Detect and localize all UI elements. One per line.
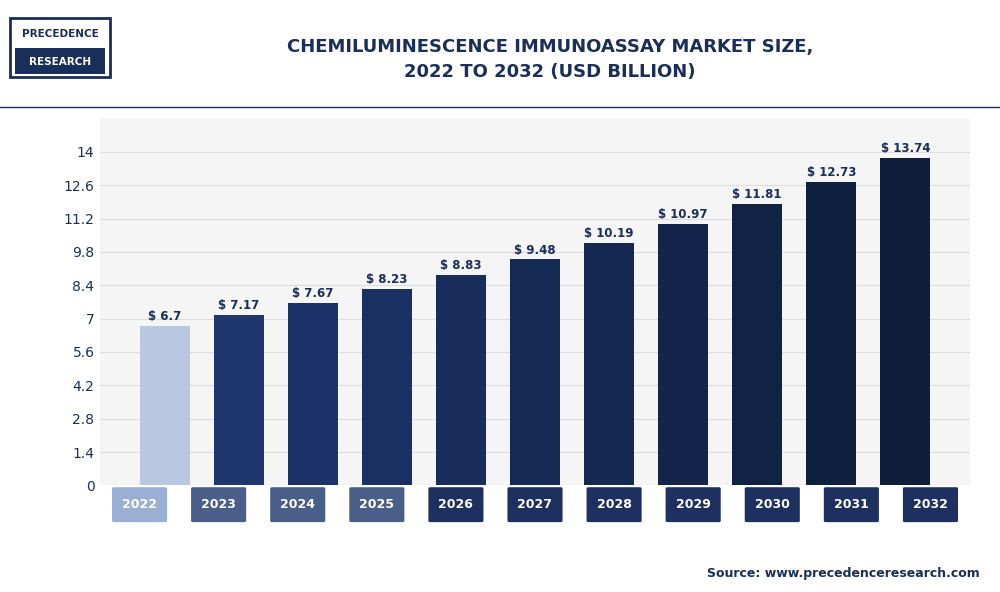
Text: $ 12.73: $ 12.73 bbox=[807, 166, 856, 179]
Bar bbox=[732, 204, 782, 485]
Text: 2024: 2024 bbox=[280, 498, 315, 511]
Text: $ 9.48: $ 9.48 bbox=[514, 244, 556, 257]
Bar bbox=[140, 326, 190, 485]
Text: 2022: 2022 bbox=[122, 498, 157, 511]
Bar bbox=[658, 224, 708, 485]
Text: PRECEDENCE: PRECEDENCE bbox=[22, 30, 98, 39]
Text: 2026: 2026 bbox=[438, 498, 473, 511]
Bar bbox=[288, 303, 338, 485]
Text: $ 13.74: $ 13.74 bbox=[881, 142, 930, 155]
Text: $ 6.7: $ 6.7 bbox=[148, 310, 181, 323]
Text: RESEARCH: RESEARCH bbox=[29, 57, 91, 67]
Text: $ 8.23: $ 8.23 bbox=[366, 274, 408, 287]
Text: $ 10.97: $ 10.97 bbox=[658, 208, 708, 221]
Bar bbox=[584, 243, 634, 485]
Bar bbox=[806, 182, 856, 485]
Text: 2029: 2029 bbox=[676, 498, 711, 511]
Text: 2023: 2023 bbox=[201, 498, 236, 511]
Bar bbox=[214, 314, 264, 485]
Text: $ 11.81: $ 11.81 bbox=[732, 188, 782, 201]
Text: Source: www.precedenceresearch.com: Source: www.precedenceresearch.com bbox=[707, 567, 980, 580]
Text: $ 10.19: $ 10.19 bbox=[584, 227, 634, 240]
Bar bbox=[510, 259, 560, 485]
Text: $ 8.83: $ 8.83 bbox=[440, 259, 482, 272]
Bar bbox=[436, 275, 486, 485]
Text: 2027: 2027 bbox=[518, 498, 552, 511]
Bar bbox=[362, 289, 412, 485]
Text: 2030: 2030 bbox=[755, 498, 790, 511]
Text: 2032: 2032 bbox=[913, 498, 948, 511]
Text: CHEMILUMINESCENCE IMMUNOASSAY MARKET SIZE,
2022 TO 2032 (USD BILLION): CHEMILUMINESCENCE IMMUNOASSAY MARKET SIZ… bbox=[287, 38, 813, 81]
Text: $ 7.17: $ 7.17 bbox=[218, 299, 259, 312]
Text: 2025: 2025 bbox=[359, 498, 394, 511]
Text: 2031: 2031 bbox=[834, 498, 869, 511]
Bar bbox=[880, 158, 930, 485]
Text: $ 7.67: $ 7.67 bbox=[292, 287, 334, 300]
Text: 2028: 2028 bbox=[597, 498, 632, 511]
